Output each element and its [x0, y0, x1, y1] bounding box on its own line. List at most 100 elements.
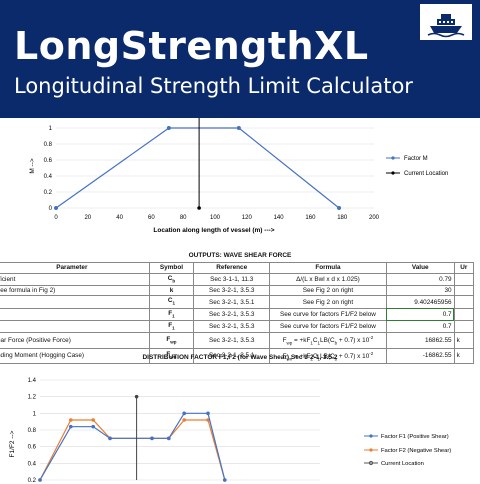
table-header-row: Parameter Symbol Reference Formula Value…	[0, 262, 475, 274]
chart1-ylabel: M -->	[29, 158, 36, 174]
cell-unit[interactable]	[453, 320, 475, 334]
cell-parameter[interactable]	[0, 320, 150, 334]
factor-f1-point	[108, 436, 112, 441]
factor-f1-point	[206, 411, 210, 416]
current-location-point-2	[134, 394, 139, 399]
ship-logo-icon	[420, 4, 472, 40]
cell-reference[interactable]: Sec 3-2-1, 3.5.3	[193, 307, 271, 322]
app-subtitle: Longitudinal Strength Limit Calculator	[14, 74, 413, 98]
col-header-unit: Ur	[453, 262, 475, 274]
chart2-ytick: 0.6	[28, 445, 37, 451]
chart1-ytick: 1	[49, 126, 53, 132]
cell-value[interactable]: 16862.55	[385, 332, 455, 349]
chart1-ytick: 0	[49, 206, 53, 212]
cell-symbol[interactable]: k	[148, 284, 195, 297]
table-row: fficient Cb Sec 3-1-1, 11.3 Δ/(L x Bwl x…	[0, 272, 475, 286]
factor-f1-point	[167, 436, 171, 441]
table-row: nding Moment (Hogging Case) Fwn Sec 3-2-…	[0, 347, 475, 365]
factor-f1-point	[223, 478, 227, 482]
chart1-legend: Factor M Current Location	[386, 156, 448, 177]
cell-unit[interactable]	[453, 295, 475, 309]
chart1-xtick: 200	[369, 215, 380, 221]
cell-parameter[interactable]: ear Force (Positive Force)	[0, 332, 150, 349]
table-row: F1 Sec 3-2-1, 3.5.3 See curve for factor…	[0, 320, 475, 334]
factor-m-point	[166, 126, 171, 130]
chart2-ytick: 1.2	[28, 395, 37, 401]
chart2-ytick: 1	[33, 411, 37, 417]
cell-parameter[interactable]	[0, 295, 150, 309]
cell-value[interactable]: 30	[385, 284, 455, 297]
cell-symbol[interactable]: Fwp	[148, 332, 195, 349]
factor-f2-point	[91, 418, 95, 422]
header-banner: LongStrengthXL Longitudinal Strength Lim…	[0, 0, 480, 118]
cell-reference[interactable]: Sec 3-2-1, 3.5.3	[193, 320, 271, 334]
cell-formula[interactable]: Fwn = +kF2C1LB(Cb + 0.7) x 10-2	[269, 347, 387, 365]
cell-value[interactable]: 0.7	[385, 320, 455, 334]
factor-f2-point	[182, 418, 186, 422]
cell-unit[interactable]	[453, 284, 475, 297]
outputs-title: OUTPUTS: WAVE SHEAR FORCE	[188, 252, 292, 259]
cell-parameter[interactable]	[0, 307, 150, 322]
cell-value[interactable]: 0.79	[385, 272, 455, 286]
col-header-symbol: Symbol	[148, 262, 195, 274]
cell-formula[interactable]: See Fig 2 on right	[269, 284, 387, 297]
cell-unit[interactable]	[453, 272, 475, 286]
chart1-ytick: 0.6	[44, 158, 53, 164]
table-row: F1 Sec 3-2-1, 3.5.3 See curve for factor…	[0, 307, 475, 322]
table-row: see formula in Fig 2) k Sec 3-2-1, 3.5.3…	[0, 284, 475, 297]
factor-f1-point	[150, 436, 154, 441]
chart1-ytick: 0.8	[44, 142, 53, 148]
cell-unit[interactable]: k	[453, 347, 475, 365]
cell-parameter[interactable]: nding Moment (Hogging Case)	[0, 347, 150, 365]
col-header-reference: Reference	[193, 262, 271, 274]
legend-factor-m: Factor M	[404, 156, 428, 162]
chart1-xlabel: Location along length of vessel (m) --->	[153, 227, 274, 234]
cell-reference[interactable]: Sec 3-2-1, 3.5.1	[193, 347, 271, 365]
cell-reference[interactable]: Sec 3-2-1, 3.5.3	[193, 284, 271, 297]
chart2-legend: Factor F1 (Positive Shear) Factor F2 (Ne…	[364, 434, 451, 467]
chart1-xtick: 160	[305, 215, 316, 221]
cell-symbol[interactable]: F1	[148, 320, 195, 334]
factor-f1-point	[182, 411, 186, 416]
distribution-factor-chart: F1/F2 --> Factor F1 (Positive Shear) Fac…	[9, 378, 451, 484]
factor-f1-point	[69, 424, 73, 429]
chart1-xtick: 40	[116, 215, 123, 221]
factor-f2-point	[69, 418, 73, 422]
factor-m-point	[337, 206, 342, 210]
chart1-xtick: 20	[84, 215, 91, 221]
legend-current-location: Current Location	[404, 171, 448, 177]
cell-formula[interactable]: See Fig 2 on right	[269, 295, 387, 309]
table-row: ear Force (Positive Force) Fwp Sec 3-2-1…	[0, 332, 475, 349]
factor-m-chart: M --> Location along length of vessel (m…	[29, 118, 448, 234]
cell-value[interactable]: 9.402465956	[385, 295, 455, 309]
cell-formula[interactable]: Δ/(L x Bwl x d x 1.025)	[269, 272, 387, 286]
cell-reference[interactable]: Sec 3-2-1, 3.5.3	[193, 332, 271, 349]
cell-parameter[interactable]: see formula in Fig 2)	[0, 284, 150, 297]
cell-symbol[interactable]: F1	[148, 307, 195, 322]
cell-formula[interactable]: Fwp = +kF1C1LB(Cb + 0.7) x 10-2	[269, 332, 387, 349]
chart1-xtick: 0	[54, 215, 58, 221]
table-row: C1 Sec 3-2-1, 3.5.1 See Fig 2 on right 9…	[0, 295, 475, 309]
cell-formula[interactable]: See curve for factors F1/F2 below	[269, 320, 387, 334]
factor-f1-point	[38, 478, 42, 482]
factor-f1-point	[91, 424, 95, 429]
factor-f2-line	[39, 419, 226, 481]
cell-parameter[interactable]: fficient	[0, 272, 150, 286]
legend-factor-f2: Factor F2 (Negative Shear)	[381, 448, 451, 454]
cell-symbol[interactable]: C1	[148, 295, 195, 309]
legend-factor-f1: Factor F1 (Positive Shear)	[381, 434, 449, 440]
chart1-xtick: 80	[180, 215, 187, 221]
cell-unit[interactable]: k	[453, 332, 475, 349]
cell-unit[interactable]	[453, 307, 475, 322]
col-header-formula: Formula	[269, 262, 387, 274]
cell-reference[interactable]: Sec 3-2-1, 3.5.1	[193, 295, 271, 309]
chart1-xtick: 120	[242, 215, 253, 221]
chart2-ytick: 1.4	[28, 378, 37, 384]
chart2-ytick: 0.4	[28, 461, 37, 467]
col-header-value: Value	[385, 262, 455, 274]
cell-formula[interactable]: See curve for factors F1/F2 below	[269, 307, 387, 322]
current-location-point	[197, 206, 201, 210]
cell-symbol[interactable]: Cb	[148, 272, 195, 286]
cell-value-selected[interactable]: 0.7	[385, 307, 455, 322]
cell-reference[interactable]: Sec 3-1-1, 11.3	[193, 272, 271, 286]
